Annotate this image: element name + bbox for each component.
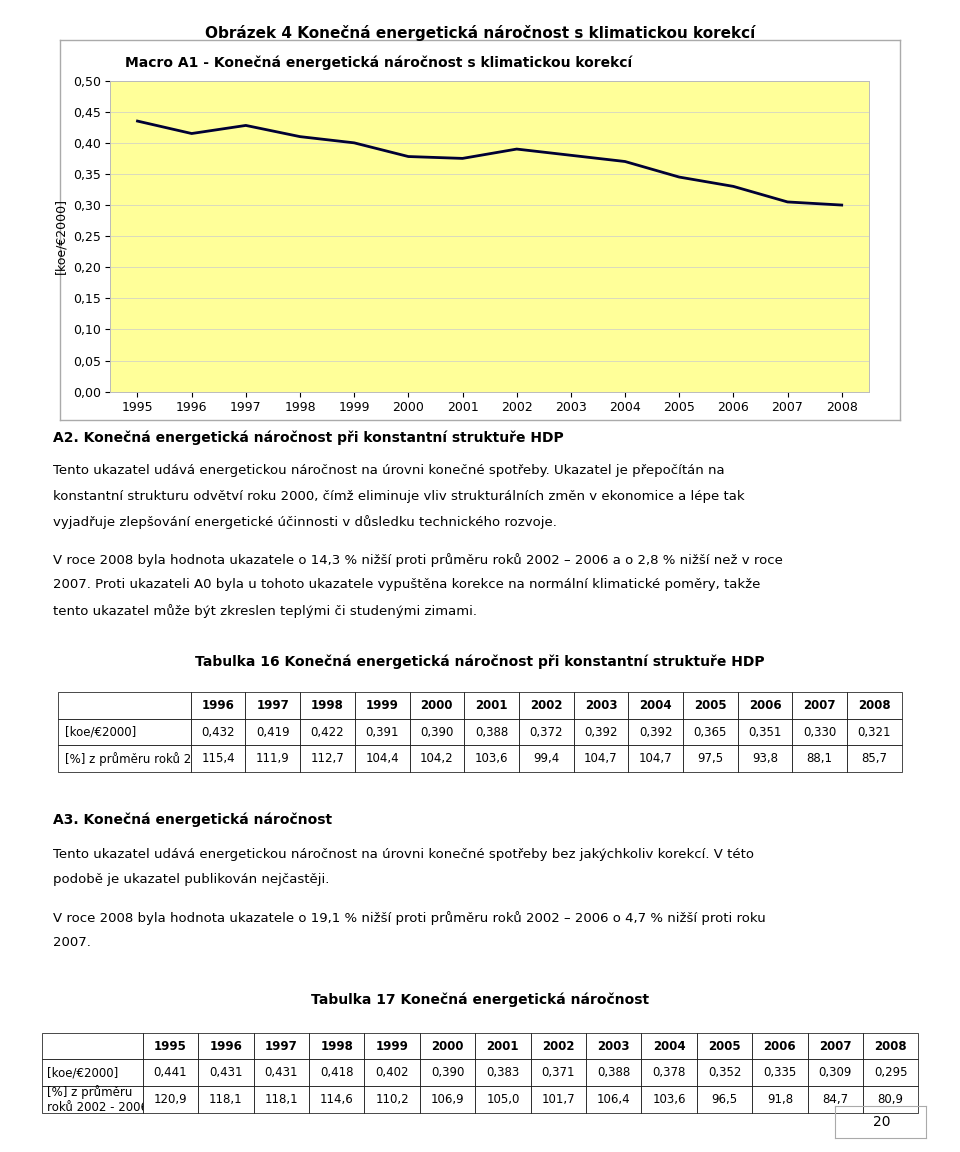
Text: Macro A1 - Konečná energetická náročnost s klimatickou korekcí: Macro A1 - Konečná energetická náročnost…: [125, 55, 632, 70]
Text: V roce 2008 byla hodnota ukazatele o 19,1 % nižší proti průměru roků 2002 – 2006: V roce 2008 byla hodnota ukazatele o 19,…: [53, 911, 765, 925]
Text: A3. Konečná energetická náročnost: A3. Konečná energetická náročnost: [53, 812, 332, 827]
Text: 2007.: 2007.: [53, 937, 90, 949]
Text: Tabulka 16 Konečná energetická náročnost při konstantní struktuře HDP: Tabulka 16 Konečná energetická náročnost…: [195, 654, 765, 669]
Text: Tento ukazatel udává energetickou náročnost na úrovni konečné spotřeby bez jakýc: Tento ukazatel udává energetickou náročn…: [53, 848, 754, 861]
Text: 20: 20: [873, 1115, 890, 1129]
Text: vyjadřuje zlepšování energetické účinnosti v důsledku technického rozvoje.: vyjadřuje zlepšování energetické účinnos…: [53, 515, 557, 529]
Text: Tento ukazatel udává energetickou náročnost na úrovni konečné spotřeby. Ukazatel: Tento ukazatel udává energetickou náročn…: [53, 464, 725, 477]
Y-axis label: [koe/€2000]: [koe/€2000]: [54, 198, 67, 274]
Text: Tabulka 17 Konečná energetická náročnost: Tabulka 17 Konečná energetická náročnost: [311, 992, 649, 1007]
Text: Obrázek 4 Konečná energetická náročnost s klimatickou korekcí: Obrázek 4 Konečná energetická náročnost …: [204, 25, 756, 41]
Text: 2007. Proti ukazateli A0 byla u tohoto ukazatele vypuštěna korekce na normální k: 2007. Proti ukazateli A0 byla u tohoto u…: [53, 578, 760, 591]
Text: tento ukazatel může být zkreslen teplými či studenými zimami.: tento ukazatel může být zkreslen teplými…: [53, 604, 477, 617]
Text: podobě je ukazatel publikován nejčastěji.: podobě je ukazatel publikován nejčastěji…: [53, 873, 329, 886]
Text: V roce 2008 byla hodnota ukazatele o 14,3 % nižší proti průměru roků 2002 – 2006: V roce 2008 byla hodnota ukazatele o 14,…: [53, 553, 782, 567]
Text: konstantní strukturu odvětví roku 2000, čímž eliminuje vliv strukturálních změn : konstantní strukturu odvětví roku 2000, …: [53, 490, 744, 502]
Text: A2. Konečná energetická náročnost při konstantní struktuře HDP: A2. Konečná energetická náročnost při ko…: [53, 431, 564, 446]
